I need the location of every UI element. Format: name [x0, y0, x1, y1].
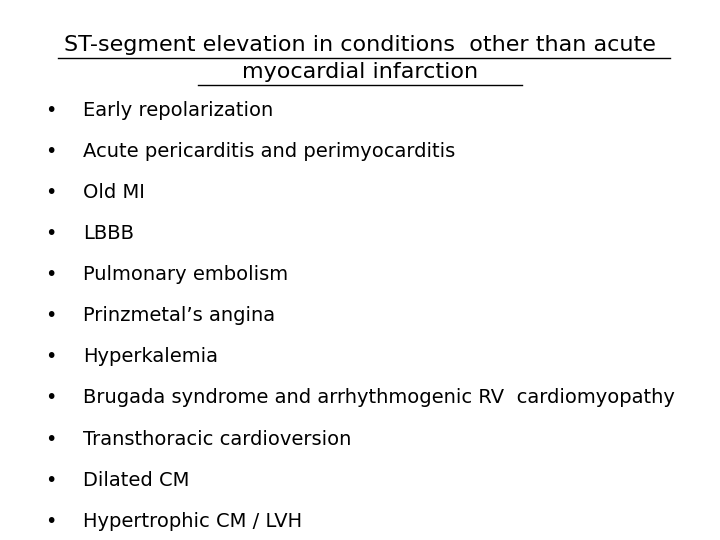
Text: •: • [45, 142, 56, 161]
Text: Hyperkalemia: Hyperkalemia [83, 347, 218, 367]
Text: •: • [45, 347, 56, 367]
Text: •: • [45, 306, 56, 326]
Text: Acute pericarditis and perimyocarditis: Acute pericarditis and perimyocarditis [83, 142, 455, 161]
Text: •: • [45, 101, 56, 120]
Text: Transthoracic cardioversion: Transthoracic cardioversion [83, 429, 351, 449]
Text: Pulmonary embolism: Pulmonary embolism [83, 265, 288, 285]
Text: •: • [45, 265, 56, 285]
Text: Dilated CM: Dilated CM [83, 470, 189, 490]
Text: ST-segment elevation in conditions  other than acute: ST-segment elevation in conditions other… [64, 35, 656, 55]
Text: •: • [45, 470, 56, 490]
Text: •: • [45, 183, 56, 202]
Text: Hypertrophic CM / LVH: Hypertrophic CM / LVH [83, 511, 302, 531]
Text: myocardial infarction: myocardial infarction [242, 62, 478, 82]
Text: Early repolarization: Early repolarization [83, 101, 273, 120]
Text: •: • [45, 388, 56, 408]
Text: •: • [45, 511, 56, 531]
Text: •: • [45, 429, 56, 449]
Text: •: • [45, 224, 56, 244]
Text: Old MI: Old MI [83, 183, 145, 202]
Text: Brugada syndrome and arrhythmogenic RV  cardiomyopathy: Brugada syndrome and arrhythmogenic RV c… [83, 388, 675, 408]
Text: LBBB: LBBB [83, 224, 134, 244]
Text: Prinzmetal’s angina: Prinzmetal’s angina [83, 306, 275, 326]
